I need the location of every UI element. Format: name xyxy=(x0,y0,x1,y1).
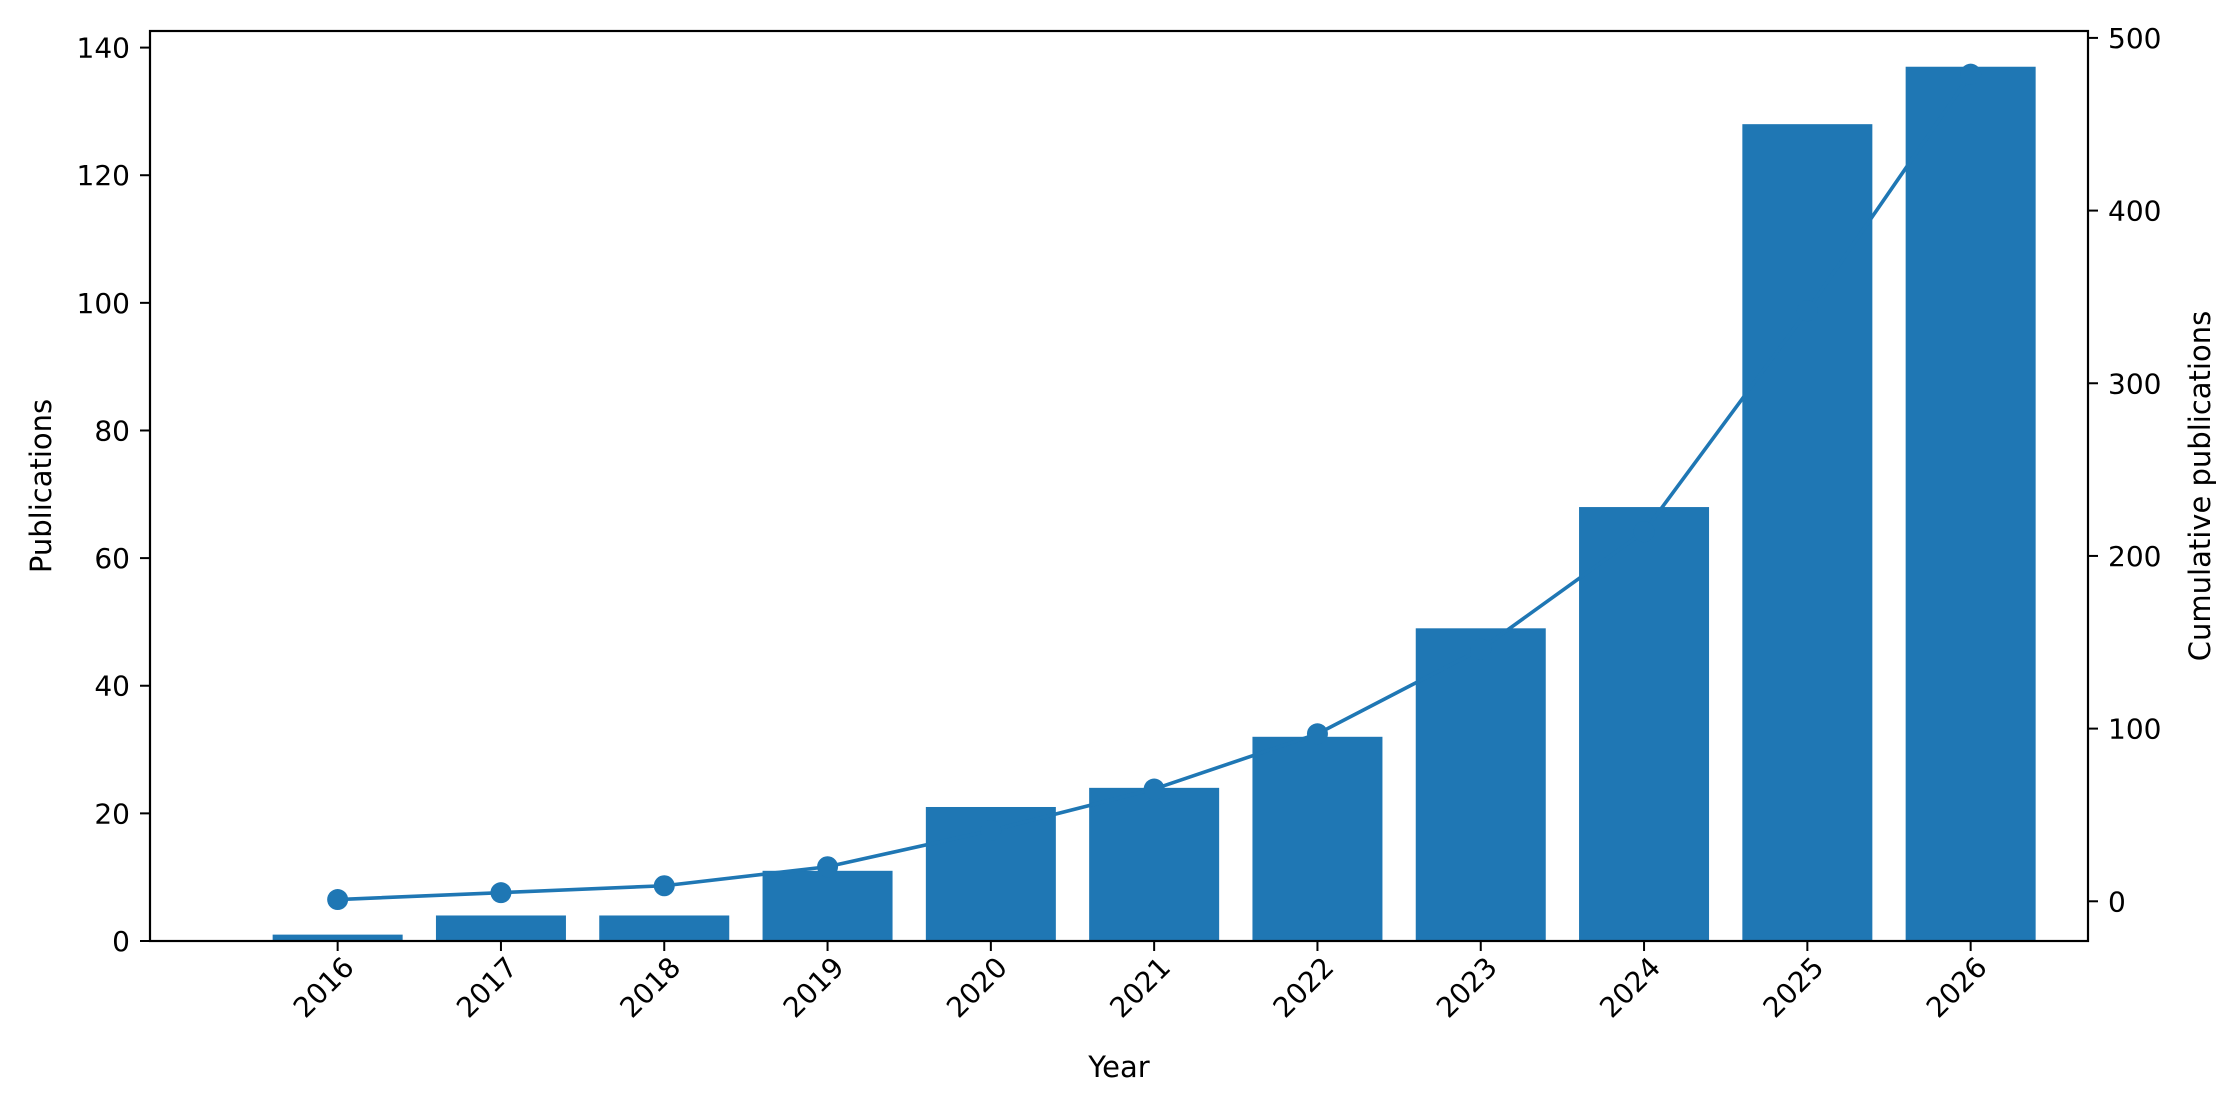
x-tick-label: 2025 xyxy=(1757,951,1831,1025)
x-tick-label: 2018 xyxy=(613,951,687,1025)
x-axis: 2016 2017 2018 2019 2020 2021 2022 2023 2024 2025… xyxy=(287,941,1994,1024)
left-tick-label: 80 xyxy=(94,414,130,447)
right-tick-label: 500 xyxy=(2108,22,2161,55)
x-tick-label: 2017 xyxy=(450,951,524,1025)
cumulative-point-2018 xyxy=(653,875,675,897)
cumulative-point-2017 xyxy=(490,882,512,904)
y-axis-title: Publications xyxy=(24,399,58,573)
cumulative-point-2025 xyxy=(1796,300,1818,322)
bar-2025 xyxy=(1742,124,1873,942)
left-tick-label: 40 xyxy=(94,670,130,703)
left-tick-label: 20 xyxy=(94,797,130,830)
right-y-axis-title: Cumulative publications xyxy=(2183,311,2217,661)
left-y-axis: 0 20 40 60 80 100 120 140 xyxy=(77,32,150,958)
bar-2016 xyxy=(272,934,403,941)
right-tick-label: 300 xyxy=(2108,367,2161,400)
bar-2023 xyxy=(1415,628,1546,941)
x-tick-label: 2019 xyxy=(777,951,851,1025)
cumulative-point-2024 xyxy=(1633,521,1655,543)
x-tick-label: 2022 xyxy=(1267,951,1341,1025)
bar-2018 xyxy=(599,915,730,941)
x-tick-label: 2016 xyxy=(287,951,361,1025)
right-y-axis: 0 100 200 300 400 500 xyxy=(2088,22,2161,918)
cumulative-point-2021 xyxy=(1143,778,1165,800)
x-tick-label: 2021 xyxy=(1103,951,1177,1025)
left-tick-label: 140 xyxy=(77,32,130,65)
bar-2022 xyxy=(1252,736,1383,941)
right-tick-label: 100 xyxy=(2108,713,2161,746)
bar-2017 xyxy=(435,915,566,941)
cumulative-point-2020 xyxy=(980,819,1002,841)
cumulative-line-series xyxy=(327,63,1982,911)
cumulative-point-2023 xyxy=(1470,638,1492,660)
x-tick-label: 2026 xyxy=(1920,951,1994,1025)
plot-frame xyxy=(148,29,2090,943)
bar-2024 xyxy=(1579,507,1710,941)
left-tick-label: 100 xyxy=(77,287,130,320)
x-axis-title: Year xyxy=(1087,1050,1149,1084)
cumulative-point-2016 xyxy=(327,889,349,911)
left-tick-label: 60 xyxy=(94,542,130,575)
left-tick-label: 120 xyxy=(77,159,130,192)
cumulative-point-2026 xyxy=(1960,63,1982,85)
right-tick-label: 0 xyxy=(2108,885,2126,918)
bar-2026 xyxy=(1905,66,2036,941)
right-tick-label: 400 xyxy=(2108,195,2161,228)
x-tick-label: 2020 xyxy=(940,951,1014,1025)
right-tick-label: 200 xyxy=(2108,540,2161,573)
cumulative-point-2022 xyxy=(1306,723,1328,745)
cumulative-point-2019 xyxy=(817,856,839,878)
left-tick-label: 0 xyxy=(112,925,130,958)
x-tick-label: 2023 xyxy=(1430,951,1504,1025)
x-tick-label: 2024 xyxy=(1593,951,1667,1025)
bar-series xyxy=(272,66,2036,942)
bar-2021 xyxy=(1089,787,1220,941)
bar-2019 xyxy=(762,870,893,941)
cumulative-line xyxy=(337,73,1973,902)
